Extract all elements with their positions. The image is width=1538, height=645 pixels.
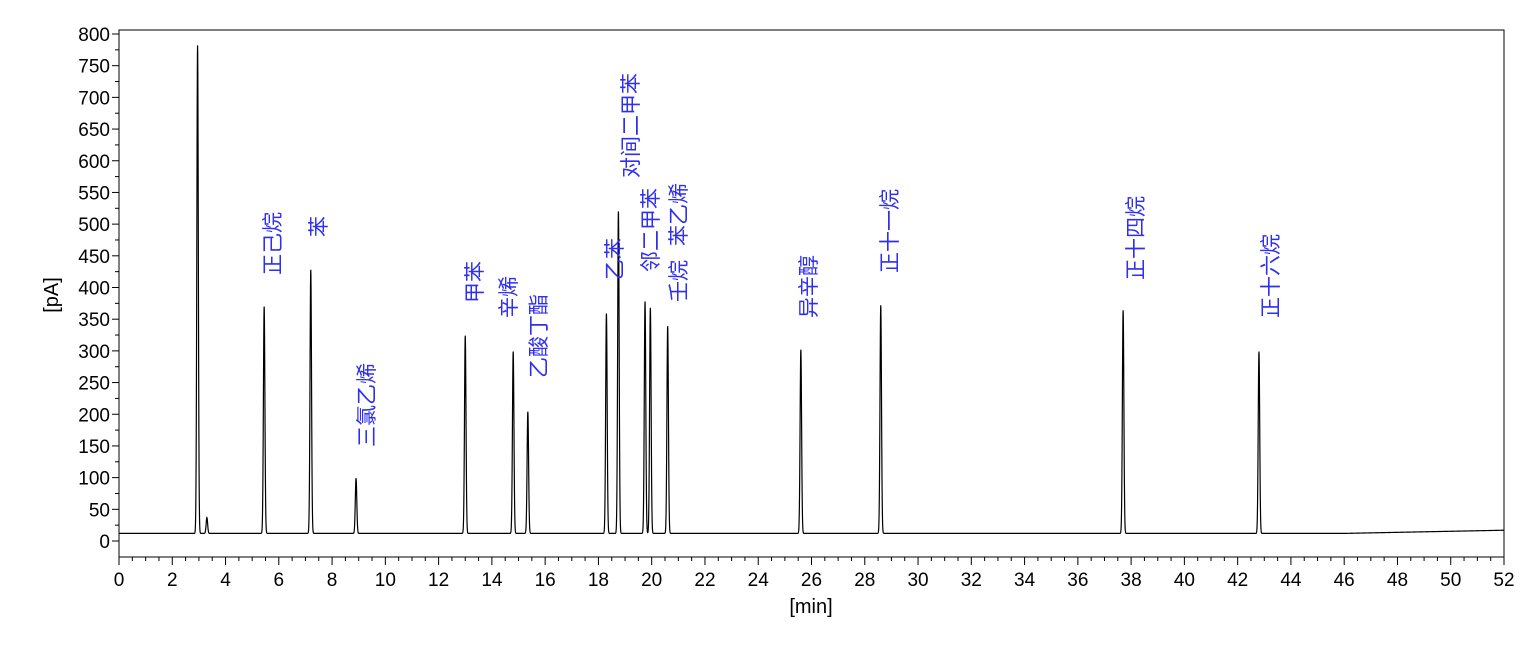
y-axis-label: [pA] (41, 277, 63, 313)
y-tick-label: 250 (78, 374, 110, 395)
x-axis-label: [min] (789, 596, 832, 618)
x-tick-label: 6 (274, 570, 285, 591)
x-tick-label: 30 (907, 570, 928, 591)
y-tick-label: 600 (78, 152, 110, 173)
y-tick-label: 700 (78, 88, 110, 109)
x-tick-label: 42 (1227, 570, 1248, 591)
chromatogram-trace (119, 45, 1504, 534)
x-tick-label: 46 (1334, 570, 1355, 591)
y-axis: 0 50 100 150 200 250 300 350 400 450 500 550 600 650 7… (78, 25, 119, 553)
x-tick-label: 48 (1387, 570, 1408, 591)
y-tick-label: 0 (99, 532, 110, 553)
y-tick-label: 200 (78, 405, 110, 426)
x-tick-label: 38 (1121, 570, 1142, 591)
x-tick-label: 32 (961, 570, 982, 591)
x-tick-label: 52 (1493, 570, 1514, 591)
y-tick-label: 800 (78, 25, 110, 46)
peak-label: 乙酸丁酯 (527, 294, 551, 378)
y-tick-label: 350 (78, 310, 110, 331)
x-tick-label: 10 (375, 570, 396, 591)
peak-label: 正十六烷 (1259, 234, 1283, 318)
peak-label: 邻二甲苯 (639, 188, 663, 272)
x-tick-label: 22 (694, 570, 715, 591)
peak-label: 正十四烷 (1124, 196, 1148, 280)
x-tick-label: 24 (748, 570, 770, 591)
peak-label: 甲苯 (463, 261, 487, 303)
y-tick-label: 450 (78, 247, 110, 268)
x-tick-label: 8 (327, 570, 338, 591)
peak-label: 苯 (307, 216, 331, 237)
peak-label: 正己烷 (261, 212, 285, 275)
x-tick-label: 2 (167, 570, 178, 591)
x-axis: 0 2 4 6 8 10 12 14 16 18 20 22 24 26 28 30 32 34 36 38 40 42 4… (114, 557, 1515, 591)
y-tick-label: 650 (78, 120, 110, 141)
peak-label: 对间二甲苯 (619, 73, 643, 178)
y-tick-label: 750 (78, 57, 110, 78)
peak-label: 三氯乙烯 (355, 363, 379, 447)
y-tick-label: 300 (78, 342, 110, 363)
x-tick-label: 36 (1067, 570, 1088, 591)
peak-label: 异辛醇 (797, 255, 821, 318)
peak-labels: 正己烷 苯三氯乙烯甲苯 辛烯 乙酸丁酯乙苯对间二甲苯邻二甲苯 苯乙烯壬烷 异辛醇正十一烷正… (261, 73, 1283, 447)
peak-label: 苯乙烯 (667, 183, 691, 246)
x-tick-label: 20 (641, 570, 662, 591)
x-tick-label: 0 (114, 570, 125, 591)
x-tick-label: 14 (481, 570, 503, 591)
y-tick-label: 150 (78, 437, 110, 458)
y-tick-label: 100 (78, 469, 110, 490)
x-tick-label: 26 (801, 570, 822, 591)
x-tick-label: 50 (1440, 570, 1461, 591)
peak-label: 辛烯 (497, 276, 521, 318)
x-tick-label: 18 (588, 570, 609, 591)
x-tick-label: 34 (1014, 570, 1036, 591)
y-tick-label: 400 (78, 279, 110, 300)
peak-label: 正十一烷 (878, 189, 902, 273)
y-tick-label: 550 (78, 183, 110, 204)
x-tick-label: 44 (1280, 570, 1302, 591)
x-tick-label: 4 (220, 570, 231, 591)
x-tick-label: 16 (535, 570, 556, 591)
x-tick-label: 12 (428, 570, 449, 591)
x-tick-label: 28 (854, 570, 875, 591)
y-tick-label: 50 (89, 500, 110, 521)
peak-label: 乙苯 (603, 238, 627, 280)
peak-label: 壬烷 (667, 260, 691, 302)
y-tick-label: 500 (78, 215, 110, 236)
x-tick-label: 40 (1174, 570, 1195, 591)
